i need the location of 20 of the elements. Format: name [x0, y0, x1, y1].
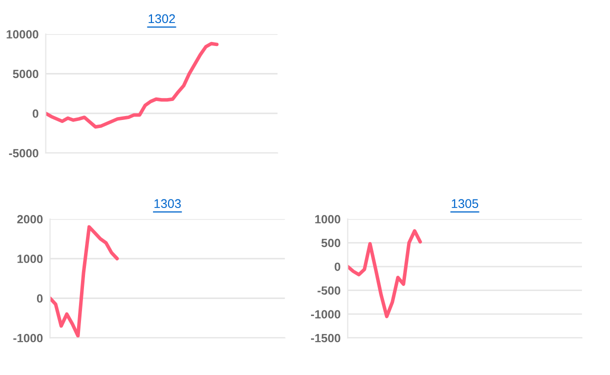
y-tick-label: -1000 — [13, 334, 43, 342]
y-tick-label: 0 — [334, 262, 340, 271]
y-tick-label: -5000 — [9, 149, 38, 158]
y-tick-label: 10000 — [6, 30, 38, 39]
y-tick-label: 0 — [36, 294, 43, 303]
line-series — [46, 42, 219, 129]
chart-title: 1305 — [452, 199, 478, 208]
chart-title: 1302 — [148, 14, 175, 24]
y-tick-label: 500 — [321, 238, 340, 248]
y-tick-label: -1000 — [311, 310, 340, 318]
y-tick-label: 1000 — [315, 215, 340, 224]
y-tick-label: 0 — [32, 109, 38, 118]
chart-title: 1303 — [154, 199, 181, 208]
line-series — [348, 229, 422, 318]
y-tick-label: -1500 — [311, 334, 340, 342]
y-tick-label: -500 — [318, 286, 340, 295]
y-tick-label: 1000 — [18, 254, 43, 264]
y-tick-label: 2000 — [17, 215, 43, 224]
line-series — [50, 225, 119, 338]
y-tick-label: 5000 — [12, 70, 38, 78]
